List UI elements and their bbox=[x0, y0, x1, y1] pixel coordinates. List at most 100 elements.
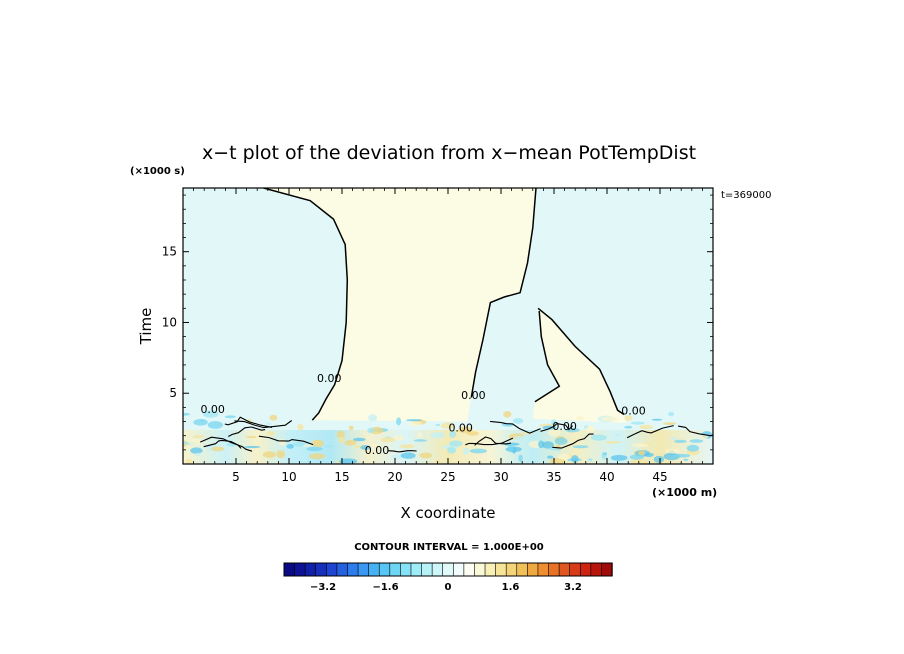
speckle-blob bbox=[391, 454, 404, 459]
speckle-blob bbox=[458, 426, 473, 434]
speckle-blob bbox=[629, 454, 644, 460]
x-tick-label: 15 bbox=[334, 470, 349, 484]
speckle-blob bbox=[190, 447, 203, 454]
zero-contour-inner bbox=[534, 311, 561, 403]
plot-area: 0.00 0.00 0.00 0.00 0.00 0.00 0.00 bbox=[183, 188, 713, 464]
speckle-blob bbox=[334, 460, 340, 464]
colorbar-swatch bbox=[474, 562, 486, 577]
speckle-blob bbox=[602, 452, 607, 456]
colorbar-swatch bbox=[537, 562, 550, 577]
speckle-blob bbox=[266, 431, 275, 436]
speckle-blob bbox=[399, 444, 415, 449]
speckle-blob bbox=[551, 419, 557, 426]
speckle-blob bbox=[547, 428, 561, 437]
speckle-blob bbox=[639, 424, 653, 430]
speckle-blob bbox=[211, 446, 225, 452]
band-contour bbox=[540, 423, 573, 432]
colorbar-swatch bbox=[452, 562, 465, 577]
speckle-blob bbox=[292, 441, 305, 447]
speckle-blob bbox=[413, 439, 427, 442]
colorbar-swatch bbox=[548, 562, 560, 577]
speckle-blob bbox=[417, 432, 423, 438]
speckle-blob bbox=[312, 439, 324, 448]
zero-contour-mid bbox=[470, 188, 537, 398]
contour-label: 0.00 bbox=[552, 420, 577, 433]
speckle-blob bbox=[665, 449, 681, 454]
speckle-blob bbox=[463, 447, 470, 455]
speckle-blob bbox=[549, 458, 566, 464]
colorbar-swatch bbox=[558, 562, 571, 577]
x-tick-label: 40 bbox=[599, 470, 614, 484]
speckle-blob bbox=[624, 425, 633, 429]
band-contour bbox=[490, 420, 541, 434]
colorbar-tick-label: 3.2 bbox=[564, 582, 582, 593]
colorbar-swatch bbox=[484, 562, 497, 577]
band-contour bbox=[678, 425, 713, 437]
speckle-blob bbox=[192, 435, 205, 438]
speckle-blob bbox=[610, 454, 628, 461]
contour-label: 0.00 bbox=[365, 444, 390, 457]
x-tick-label: 10 bbox=[281, 470, 296, 484]
speckle-blob bbox=[406, 419, 422, 422]
band-contour bbox=[199, 436, 253, 452]
speckle-blob bbox=[449, 440, 463, 447]
speckle-blob bbox=[689, 439, 704, 443]
colorbar-swatch bbox=[410, 562, 423, 577]
band-contour bbox=[626, 425, 674, 439]
speckle-blob bbox=[265, 422, 272, 426]
y-ticks: 5 10 15 bbox=[162, 194, 713, 451]
colorbar-swatch bbox=[336, 562, 349, 577]
speckle-blob bbox=[183, 413, 191, 416]
colorbar-swatch bbox=[368, 562, 380, 577]
speckle-blob bbox=[323, 445, 335, 448]
speckle-blob bbox=[286, 444, 294, 449]
colorbar-swatch bbox=[579, 562, 592, 577]
speckle-blob bbox=[244, 445, 261, 449]
band-contour bbox=[258, 435, 314, 446]
speckle-blob bbox=[673, 439, 687, 443]
speckle-blob bbox=[513, 435, 526, 441]
speckle-blob bbox=[700, 434, 708, 440]
speckle-blob bbox=[538, 440, 545, 449]
chart-title: x−t plot of the deviation from x−mean Po… bbox=[202, 142, 696, 164]
colorbar-swatch bbox=[283, 562, 296, 577]
speckle-blob bbox=[572, 445, 589, 449]
colorbar-swatch bbox=[442, 562, 454, 577]
speckle-blob bbox=[630, 421, 645, 425]
speckle-blob bbox=[185, 458, 193, 464]
speckle-blob bbox=[302, 444, 313, 447]
zero-contour-left bbox=[263, 188, 349, 421]
zero-contour-right bbox=[537, 307, 625, 416]
speckle-blob bbox=[644, 452, 654, 457]
speckle-blob bbox=[638, 450, 646, 456]
speckle-blob bbox=[344, 439, 357, 446]
speckle-blob bbox=[309, 453, 326, 460]
speckle-blob bbox=[187, 438, 204, 445]
y-tick-label: 5 bbox=[169, 386, 177, 400]
contour-label: 0.00 bbox=[461, 389, 486, 402]
colorbar-swatch bbox=[505, 562, 518, 577]
speckle-blob bbox=[430, 432, 446, 439]
speckle-blob bbox=[683, 458, 689, 461]
colorbar-swatch bbox=[400, 562, 412, 577]
speckle-blob bbox=[380, 437, 395, 443]
positive-region-right bbox=[532, 308, 627, 423]
y-unit-label: (×1000 s) bbox=[130, 166, 185, 177]
x-tick-label: 35 bbox=[546, 470, 561, 484]
speckle-blob bbox=[547, 455, 554, 459]
y-axis-label: Time bbox=[137, 308, 155, 346]
speckle-blob bbox=[440, 422, 455, 430]
speckle-blob bbox=[630, 458, 649, 464]
speckle-blob bbox=[503, 411, 512, 418]
speckle-blob bbox=[193, 419, 208, 426]
speckle-blob bbox=[585, 425, 595, 433]
speckle-blob bbox=[278, 438, 286, 446]
colorbar-tick-label: 1.6 bbox=[502, 582, 520, 593]
band-contour bbox=[387, 450, 417, 453]
colorbar-swatch bbox=[495, 562, 507, 577]
speckle-blob bbox=[224, 415, 236, 419]
speckle-blob bbox=[653, 455, 665, 463]
y-tick-label: 10 bbox=[162, 315, 177, 329]
speckle-blob bbox=[507, 444, 514, 453]
x-ticks: 5 10 15 20 25 30 35 40 45 bbox=[193, 188, 703, 484]
